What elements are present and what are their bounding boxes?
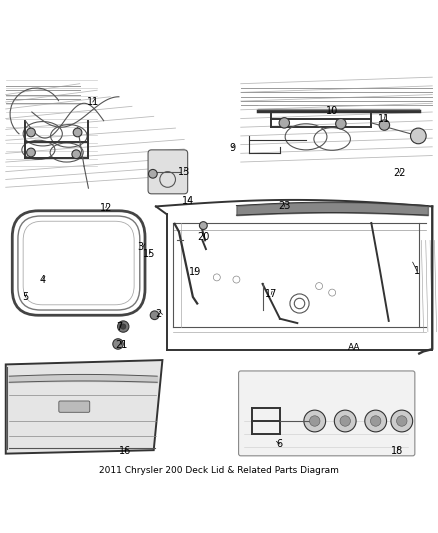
Polygon shape: [6, 360, 162, 454]
Circle shape: [117, 321, 129, 332]
Text: 15: 15: [143, 249, 155, 260]
Circle shape: [391, 410, 413, 432]
Circle shape: [396, 416, 407, 426]
Text: 3: 3: [138, 242, 144, 252]
Text: 22: 22: [393, 168, 406, 178]
Text: 2: 2: [155, 309, 161, 319]
Text: AA: AA: [348, 343, 360, 352]
Text: 23: 23: [278, 201, 290, 212]
Circle shape: [148, 169, 157, 178]
FancyBboxPatch shape: [12, 211, 145, 315]
FancyBboxPatch shape: [18, 216, 140, 310]
Text: 10: 10: [326, 106, 338, 116]
Text: 16: 16: [119, 447, 131, 456]
Text: 20: 20: [198, 232, 210, 242]
Circle shape: [371, 416, 381, 426]
Text: 4: 4: [40, 274, 46, 285]
Text: 21: 21: [115, 340, 127, 350]
Text: 14: 14: [182, 196, 194, 206]
Circle shape: [304, 410, 325, 432]
Text: 5: 5: [22, 292, 28, 302]
Text: 17: 17: [265, 289, 277, 300]
FancyBboxPatch shape: [239, 371, 415, 456]
Text: 1: 1: [414, 266, 420, 276]
Circle shape: [379, 120, 390, 130]
Text: 18: 18: [391, 446, 403, 456]
Circle shape: [72, 150, 81, 158]
Circle shape: [113, 339, 123, 349]
Circle shape: [334, 410, 356, 432]
Text: 2011 Chrysler 200 Deck Lid & Related Parts Diagram: 2011 Chrysler 200 Deck Lid & Related Par…: [99, 466, 339, 475]
Circle shape: [27, 148, 35, 157]
Text: 11: 11: [378, 114, 391, 124]
Text: 19: 19: [189, 266, 201, 277]
Text: 13: 13: [178, 167, 190, 176]
Circle shape: [199, 222, 207, 230]
Circle shape: [279, 118, 290, 128]
FancyBboxPatch shape: [23, 221, 134, 305]
Text: 9: 9: [229, 143, 235, 152]
Circle shape: [410, 128, 426, 144]
Circle shape: [336, 118, 346, 129]
Circle shape: [365, 410, 387, 432]
FancyBboxPatch shape: [59, 401, 90, 413]
Circle shape: [310, 416, 320, 426]
Circle shape: [73, 128, 82, 137]
Text: 11: 11: [87, 97, 99, 107]
Text: 7: 7: [116, 322, 122, 333]
Text: 12: 12: [100, 203, 112, 213]
Text: 6: 6: [277, 439, 283, 449]
Circle shape: [340, 416, 350, 426]
Circle shape: [120, 324, 126, 329]
Circle shape: [27, 128, 35, 137]
FancyBboxPatch shape: [148, 150, 187, 194]
Circle shape: [150, 311, 159, 320]
